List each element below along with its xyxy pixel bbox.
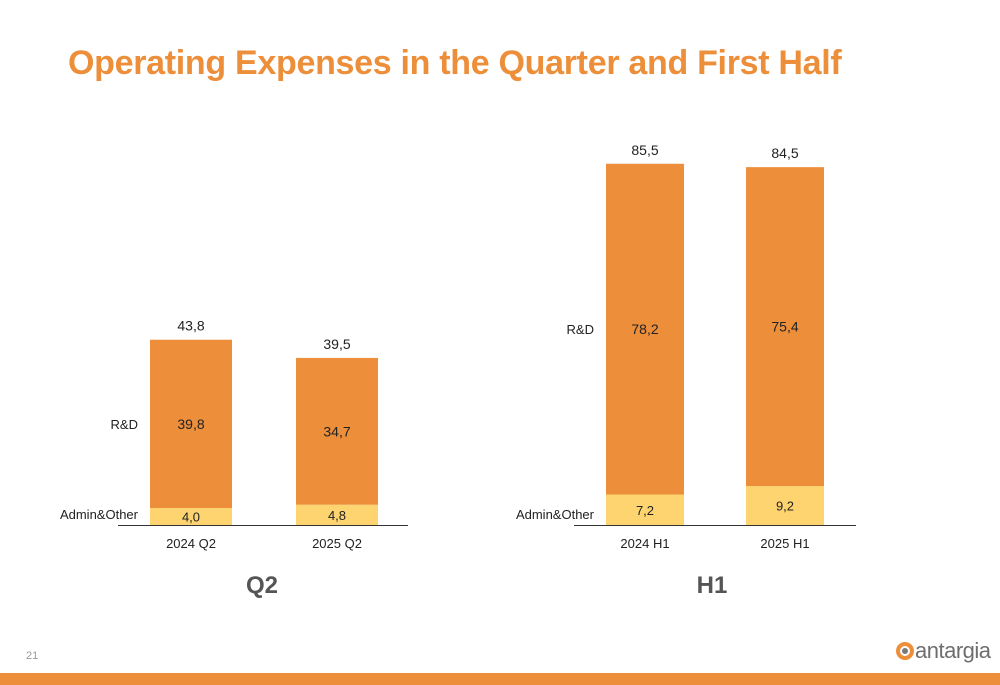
bar-rd: [746, 167, 824, 487]
logo-text: antargia: [915, 638, 991, 663]
bar-admin-other: [746, 486, 824, 525]
rd-value-label: 75,4: [771, 319, 798, 335]
chart-panel-h1: 7,2 78,2 85,5 2024 H1 9,2 75,4 84,5 2025 H1 Admi…: [516, 142, 856, 599]
legend-rd: R&D: [111, 417, 138, 432]
legend-rd: R&D: [567, 322, 594, 337]
bottom-accent-band: [0, 673, 1000, 685]
category-tick-label: 2024 H1: [620, 536, 669, 551]
admin-other-value-label: 4,8: [328, 508, 346, 523]
slide-title: Operating Expenses in the Quarter and Fi…: [68, 44, 842, 82]
category-tick-label: 2024 Q2: [166, 536, 216, 551]
category-tick-label: 2025 H1: [760, 536, 809, 551]
bar-admin-other: [606, 494, 684, 525]
legend-admin-other: Admin&Other: [60, 507, 139, 522]
panel-title: Q2: [246, 572, 278, 599]
category-tick-label: 2025 Q2: [312, 536, 362, 551]
bar-admin-other: [150, 508, 232, 525]
rd-value-label: 78,2: [631, 321, 658, 337]
chart-panel-q2: 4,0 39,8 43,8 2024 Q2 4,8 34,7 39,5 2025 Q2 Admi…: [60, 318, 408, 599]
company-logo: antargia: [896, 636, 991, 666]
admin-other-value-label: 4,0: [182, 510, 200, 525]
total-value-label: 84,5: [771, 145, 798, 161]
total-value-label: 85,5: [631, 142, 658, 158]
rd-value-label: 39,8: [177, 416, 204, 432]
rd-value-label: 34,7: [323, 423, 350, 439]
total-value-label: 39,5: [323, 336, 350, 352]
page-number: 21: [26, 650, 39, 662]
bar-rd: [150, 339, 232, 509]
admin-other-value-label: 9,2: [776, 499, 794, 514]
bar-rd: [296, 357, 378, 505]
admin-other-value-label: 7,2: [636, 503, 654, 518]
total-value-label: 43,8: [177, 318, 204, 334]
bar-admin-other: [296, 504, 378, 525]
panel-title: H1: [697, 572, 728, 599]
legend-admin-other: Admin&Other: [516, 507, 595, 522]
logo-mark-icon: [896, 642, 914, 660]
bar-rd: [606, 163, 684, 495]
